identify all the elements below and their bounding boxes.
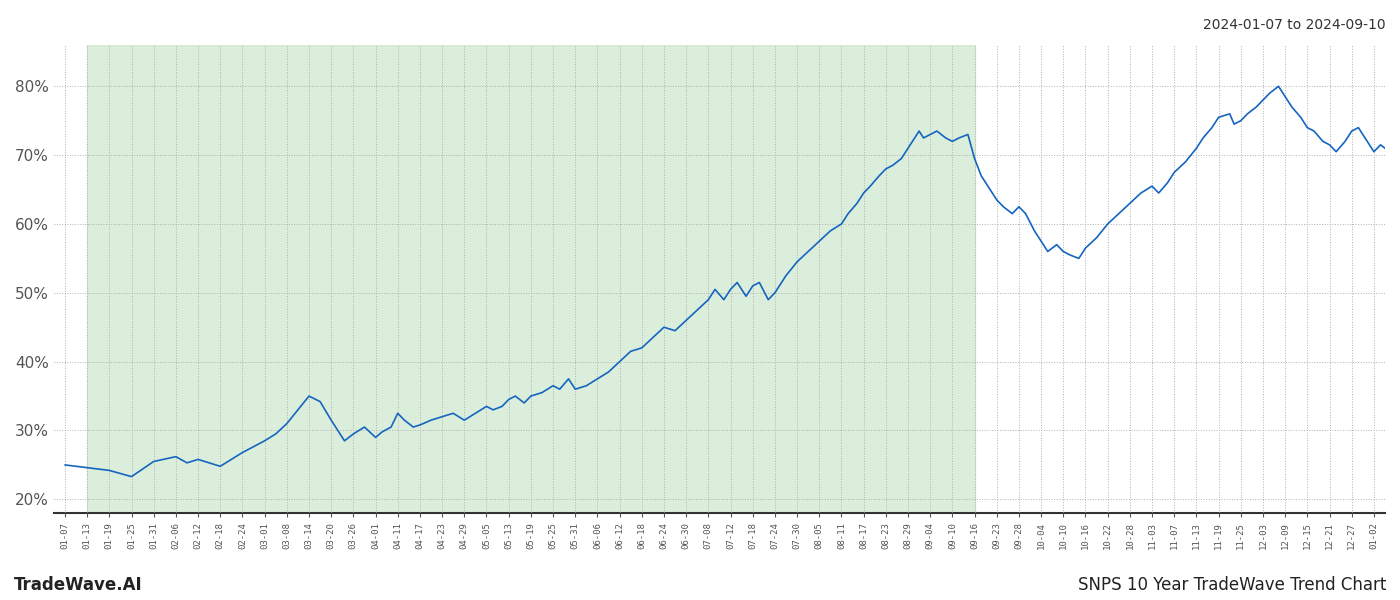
Text: TradeWave.AI: TradeWave.AI [14,576,143,594]
Text: SNPS 10 Year TradeWave Trend Chart: SNPS 10 Year TradeWave Trend Chart [1078,576,1386,594]
Text: 2024-01-07 to 2024-09-10: 2024-01-07 to 2024-09-10 [1204,18,1386,32]
Bar [87,45,974,513]
